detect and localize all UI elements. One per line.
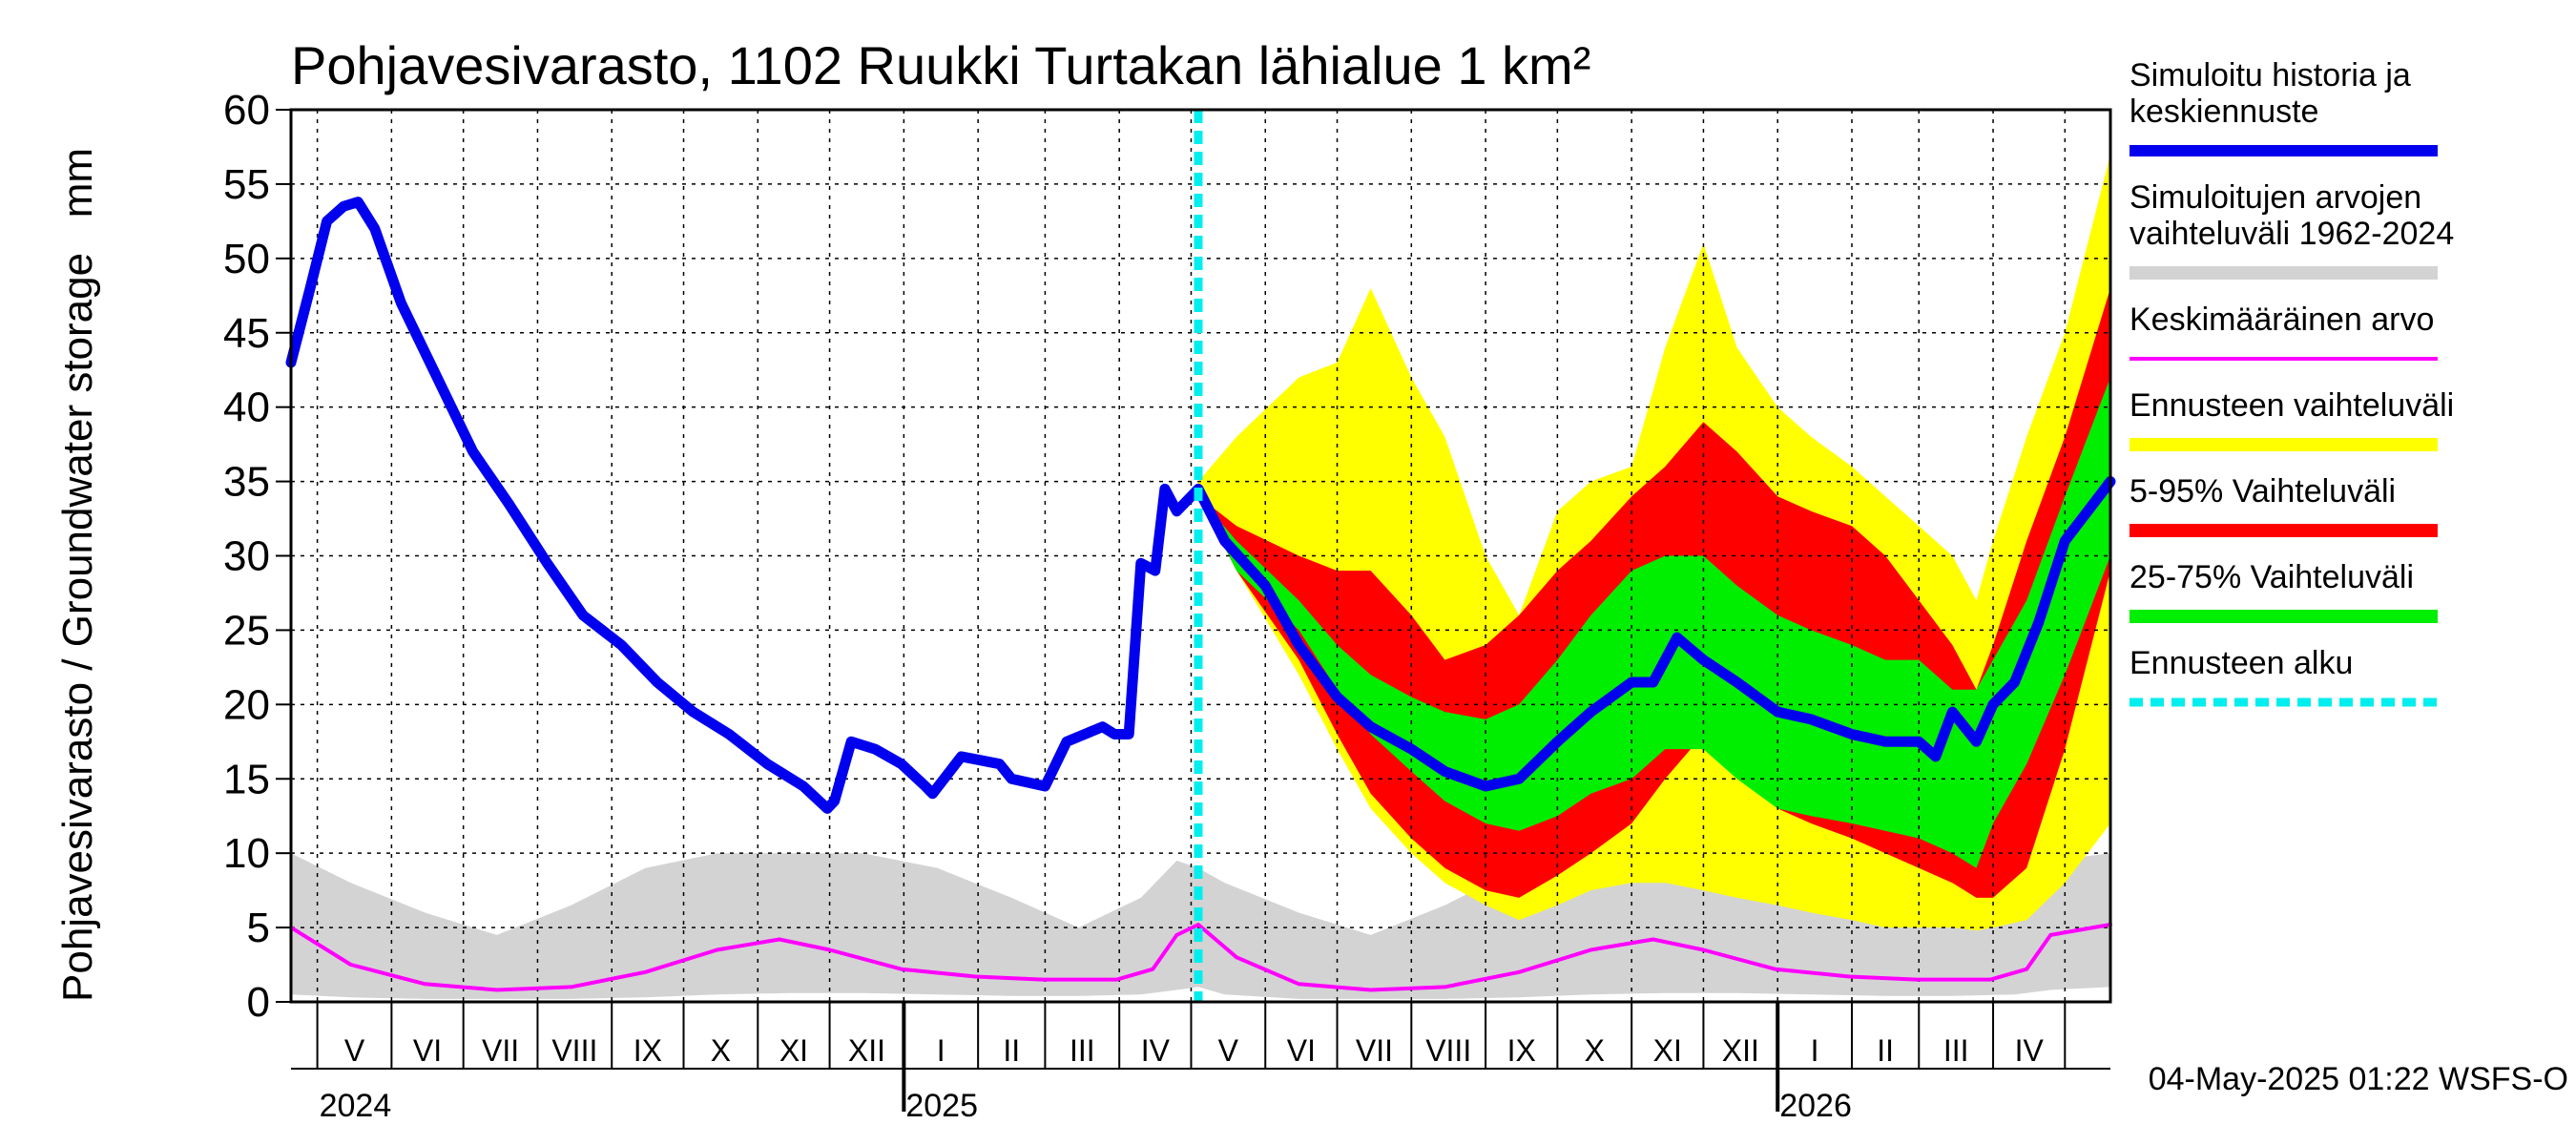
y-tick-label-1: 5: [247, 905, 270, 951]
y-axis-label: Pohjavesivarasto / Groundwater storage m…: [54, 148, 101, 1002]
series-line-1: [289, 923, 2112, 992]
y-tick-label-11: 55: [223, 161, 270, 208]
month-label-16: IX: [1507, 1033, 1536, 1068]
month-label-14: VII: [1356, 1033, 1393, 1068]
month-label-8: I: [937, 1033, 945, 1068]
month-label-17: X: [1585, 1033, 1605, 1068]
month-label-9: II: [1003, 1033, 1020, 1068]
lines-layer: [285, 110, 2116, 1002]
y-tick-label-9: 45: [223, 310, 270, 357]
plot-frame: [289, 108, 2112, 1004]
y-tick-label-5: 25: [223, 607, 270, 654]
y-tick-label-12: 60: [223, 87, 270, 134]
month-label-11: IV: [1141, 1033, 1171, 1068]
legend-label-1-1: vaihteluväli 1962-2024: [2129, 216, 2454, 252]
month-label-21: II: [1877, 1033, 1894, 1068]
legend-label-3-0: Ennusteen vaihteluväli: [2129, 387, 2454, 424]
timestamp-footer: 04-May-2025 01:22 WSFS-O: [2149, 1061, 2568, 1097]
y-tick-label-4: 20: [223, 681, 270, 728]
y-tick-label-2: 10: [223, 830, 270, 877]
y-tick-label-7: 35: [223, 459, 270, 506]
month-label-5: X: [711, 1033, 731, 1068]
month-label-4: IX: [634, 1033, 662, 1068]
legend-label-5-0: 25-75% Vaihteluväli: [2129, 559, 2414, 595]
month-label-20: I: [1811, 1033, 1819, 1068]
year-label-0: 2024: [320, 1088, 392, 1124]
legend-label-2-0: Keskimääräinen arvo: [2129, 302, 2434, 338]
month-label-0: V: [344, 1033, 365, 1068]
legend-label-1-0: Simuloitujen arvojen: [2129, 179, 2421, 216]
y-tick-label-0: 0: [247, 979, 270, 1026]
month-label-2: VII: [482, 1033, 519, 1068]
y-tick-label-10: 50: [223, 236, 270, 282]
month-label-10: III: [1070, 1033, 1095, 1068]
year-label-1: 2025: [905, 1088, 978, 1124]
month-label-15: VIII: [1425, 1033, 1471, 1068]
month-label-22: III: [1943, 1033, 1969, 1068]
month-label-6: XI: [779, 1033, 808, 1068]
month-label-13: VI: [1287, 1033, 1316, 1068]
month-label-23: IV: [2015, 1033, 2045, 1068]
year-label-2: 2026: [1779, 1088, 1852, 1124]
y-tick-label-3: 15: [223, 756, 270, 802]
chart-title: Pohjavesivarasto, 1102 Ruukki Turtakan l…: [291, 35, 1590, 95]
month-label-12: V: [1218, 1033, 1239, 1068]
y-tick-label-6: 30: [223, 533, 270, 580]
legend-label-0-1: keskiennuste: [2129, 94, 2318, 130]
y-tick-label-8: 40: [223, 385, 270, 431]
month-label-18: XI: [1653, 1033, 1682, 1068]
month-label-7: XII: [848, 1033, 885, 1068]
legend-label-4-0: 5-95% Vaihteluväli: [2129, 473, 2396, 510]
legend-label-0-0: Simuloitu historia ja: [2129, 57, 2411, 94]
month-label-3: VIII: [551, 1033, 597, 1068]
series-line-0: [285, 197, 2116, 814]
legend-label-6-0: Ennusteen alku: [2129, 645, 2353, 681]
month-label-1: VI: [413, 1033, 442, 1068]
month-label-19: XII: [1722, 1033, 1759, 1068]
